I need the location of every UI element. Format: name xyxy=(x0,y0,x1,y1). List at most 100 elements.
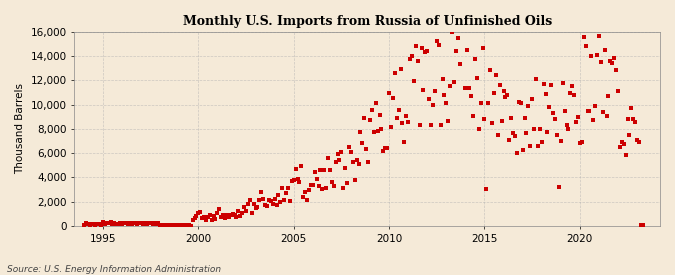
Point xyxy=(460,86,470,90)
Point xyxy=(556,139,566,143)
Point xyxy=(120,221,131,226)
Point xyxy=(283,186,294,191)
Point xyxy=(630,120,641,124)
Point xyxy=(103,221,114,226)
Point xyxy=(258,197,269,202)
Point xyxy=(498,89,509,93)
Point xyxy=(406,54,417,59)
Point xyxy=(359,116,370,120)
Point xyxy=(389,71,400,75)
Point xyxy=(618,142,629,146)
Point xyxy=(372,128,383,133)
Point xyxy=(149,221,160,226)
Point xyxy=(447,30,458,34)
Point xyxy=(435,123,446,127)
Point xyxy=(450,49,461,54)
Point xyxy=(157,223,167,228)
Point xyxy=(405,57,416,61)
Point xyxy=(350,178,360,183)
Point xyxy=(420,50,431,54)
Point xyxy=(147,222,158,226)
Point xyxy=(385,125,396,129)
Point xyxy=(570,119,581,124)
Point xyxy=(424,97,435,101)
Point xyxy=(538,82,549,87)
Point xyxy=(395,67,406,71)
Point xyxy=(233,209,244,214)
Point xyxy=(611,68,622,72)
Point xyxy=(214,207,225,212)
Point xyxy=(414,122,425,127)
Point xyxy=(626,106,637,111)
Point xyxy=(242,202,253,206)
Point xyxy=(544,105,555,109)
Point xyxy=(549,117,560,122)
Point xyxy=(317,186,328,191)
Point xyxy=(574,141,585,145)
Point xyxy=(186,223,196,228)
Point xyxy=(397,120,408,125)
Point xyxy=(558,81,568,85)
Point xyxy=(473,127,484,132)
Point xyxy=(416,46,427,50)
Point xyxy=(477,46,488,50)
Point xyxy=(353,162,364,166)
Point xyxy=(529,126,539,131)
Point xyxy=(548,110,559,115)
Point xyxy=(445,84,456,89)
Point xyxy=(132,222,142,226)
Point xyxy=(569,93,580,97)
Point xyxy=(223,215,234,219)
Point xyxy=(111,221,122,226)
Point xyxy=(260,203,271,207)
Point xyxy=(512,150,522,155)
Point xyxy=(184,223,194,228)
Point xyxy=(119,221,130,225)
Point xyxy=(330,160,341,164)
Point xyxy=(351,157,362,162)
Point xyxy=(561,123,572,127)
Point xyxy=(616,140,627,144)
Point xyxy=(198,214,209,219)
Point xyxy=(218,212,229,217)
Point xyxy=(418,88,429,92)
Point xyxy=(96,222,107,227)
Point xyxy=(392,116,402,120)
Point xyxy=(191,214,202,219)
Point xyxy=(443,119,454,123)
Y-axis label: Thousand Barrels: Thousand Barrels xyxy=(15,83,25,174)
Point xyxy=(593,34,604,38)
Point xyxy=(369,130,379,134)
Point xyxy=(319,168,329,172)
Point xyxy=(168,223,179,228)
Point xyxy=(567,84,578,89)
Point xyxy=(592,53,603,57)
Point xyxy=(212,211,223,215)
Point xyxy=(166,223,177,228)
Point xyxy=(262,204,273,208)
Point xyxy=(153,221,163,225)
Point xyxy=(383,91,394,95)
Point xyxy=(281,191,292,195)
Point xyxy=(502,93,513,98)
Point xyxy=(94,222,105,227)
Point xyxy=(196,216,207,221)
Point xyxy=(306,182,317,187)
Point xyxy=(99,221,110,226)
Point xyxy=(332,152,343,156)
Point xyxy=(494,83,505,87)
Point xyxy=(535,127,545,131)
Point xyxy=(180,223,190,228)
Point xyxy=(265,199,276,204)
Point xyxy=(607,60,618,65)
Point xyxy=(431,39,442,43)
Point xyxy=(142,221,153,226)
Point xyxy=(586,53,597,58)
Point xyxy=(462,48,472,53)
Point xyxy=(336,150,347,155)
Point xyxy=(163,223,173,227)
Point xyxy=(298,195,308,200)
Point xyxy=(531,76,541,81)
Point xyxy=(468,114,479,118)
Point xyxy=(138,222,148,226)
